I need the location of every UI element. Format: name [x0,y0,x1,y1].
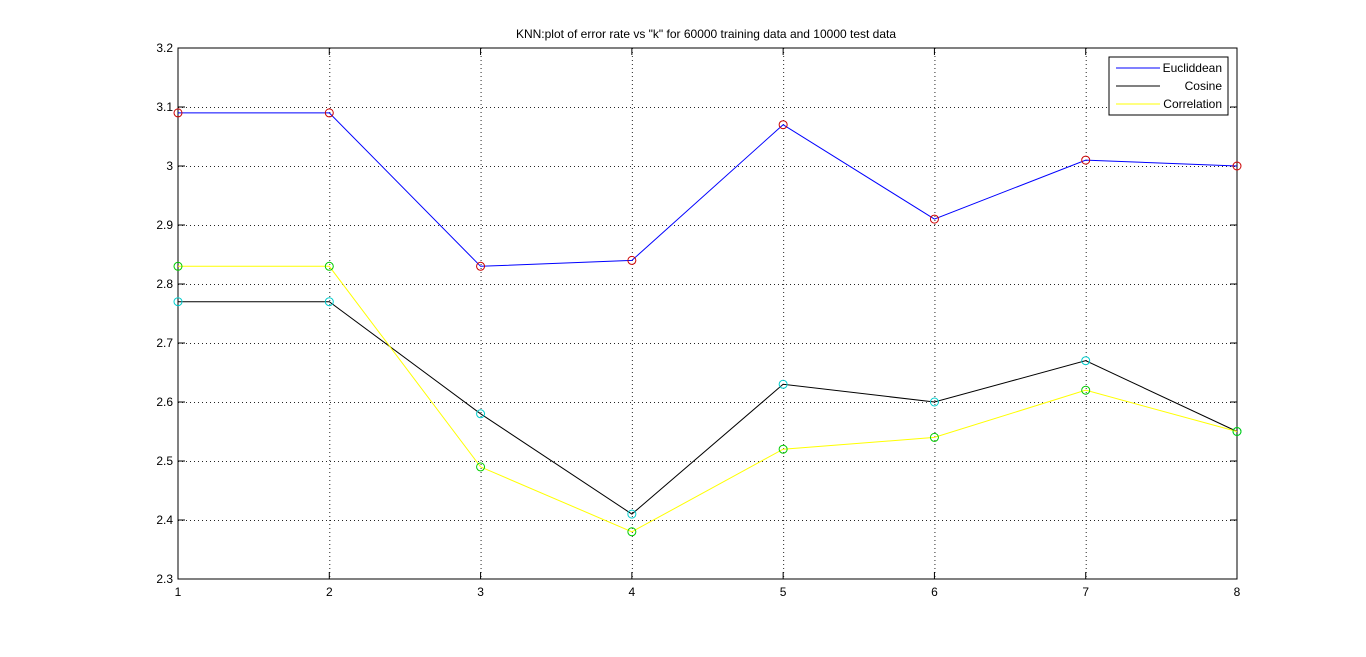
data-point-correlation [1232,427,1242,436]
x-tick-label: 8 [1234,585,1241,599]
y-tick-label: 2.3 [156,572,173,586]
series-line-correlation [178,265,1238,533]
data-point-eucliddean [929,214,939,224]
legend: Eucliddean Cosine Correlation [1108,56,1229,116]
x-tick-label: 5 [780,585,787,599]
grid [178,48,1237,579]
data-point-correlation [173,261,183,271]
series-line-cosine [178,301,1238,515]
data-point-correlation [929,432,939,442]
data-point-cosine [778,379,788,389]
data-point-cosine [627,509,637,519]
y-tick-label: 2.7 [156,336,173,350]
data-point-eucliddean [1232,161,1242,171]
y-tick-label: 2.5 [156,454,173,468]
data-point-cosine [929,397,939,407]
data-point-eucliddean [627,255,637,265]
chart-title: KNN:plot of error rate vs "k" for 60000 … [516,27,896,41]
data-point-eucliddean [324,108,334,118]
y-tick-label: 3.2 [156,41,173,55]
data-point-cosine [324,297,334,307]
data-point-eucliddean [1081,155,1091,165]
data-point-eucliddean [778,120,788,130]
y-tick-label: 2.8 [156,277,173,291]
series-group [173,108,1242,537]
data-point-cosine [173,297,183,307]
data-point-cosine [1081,356,1091,366]
data-point-correlation [778,444,788,454]
data-point-eucliddean [173,108,183,118]
plot-area [177,47,1238,580]
y-tick-label: 2.9 [156,218,173,232]
axes: 1 2 3 4 5 6 7 8 2.3 2.4 2.5 2.6 2.7 2.8 2.9 3 3.1 3.2 [156,41,1240,599]
y-tick-label: 3.1 [156,100,173,114]
data-point-cosine [476,409,486,419]
legend-label-eucliddean: Eucliddean [1163,61,1222,75]
x-tick-label: 4 [629,585,636,599]
y-tick-label: 2.4 [156,513,173,527]
legend-label-correlation: Correlation [1163,97,1222,111]
series-line-eucliddean [178,112,1238,267]
legend-label-cosine: Cosine [1185,79,1223,93]
data-point-correlation [627,527,637,537]
x-tick-label: 1 [175,585,182,599]
y-tick-label: 3 [166,159,173,173]
data-point-eucliddean [476,261,486,271]
x-tick-label: 7 [1082,585,1089,599]
x-tick-label: 2 [326,585,333,599]
x-tick-label: 6 [931,585,938,599]
x-tick-label: 3 [477,585,484,599]
data-point-correlation [324,261,334,271]
data-point-correlation [1081,385,1091,395]
data-point-correlation [476,462,486,472]
y-tick-label: 2.6 [156,395,173,409]
